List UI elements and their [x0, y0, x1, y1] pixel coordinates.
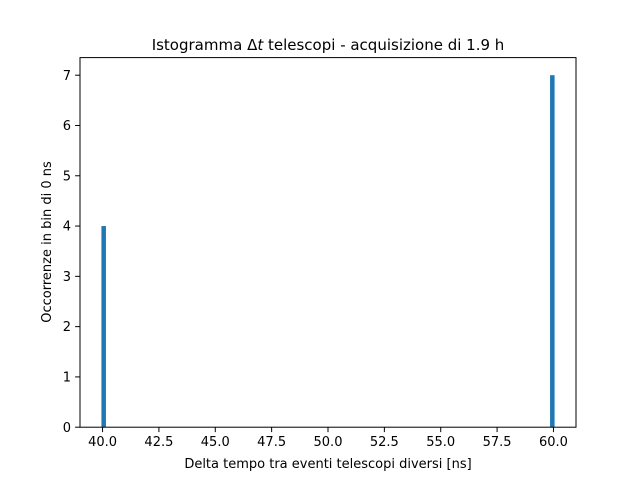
x-axis-label: Delta tempo tra eventi telescopi diversi… [184, 457, 471, 472]
x-tick-label: 47.5 [257, 435, 286, 450]
bars-group [101, 75, 555, 428]
x-tick-label: 45.0 [201, 435, 230, 450]
y-axis-label: Occorrenze in bin di 0 ns [40, 161, 55, 323]
x-tick-label: 57.5 [483, 435, 512, 450]
y-tick-label: 0 [63, 421, 71, 436]
x-tick-label: 52.5 [370, 435, 399, 450]
y-axis-ticks: 0 1 2 3 4 5 6 7 [63, 69, 80, 436]
bar-0 [101, 226, 106, 428]
y-tick-label: 3 [63, 270, 71, 285]
x-axis-ticks: 40.0 42.5 45.0 47.5 50.0 52.5 55.0 57.5 60.0 [88, 427, 568, 450]
chart-title: Istogramma Δt telescopi - acquisizione d… [152, 36, 505, 54]
x-tick-label: 40.0 [88, 435, 117, 450]
x-tick-label: 55.0 [426, 435, 455, 450]
y-tick-label: 5 [63, 169, 71, 184]
y-tick-label: 4 [63, 220, 71, 235]
y-tick-label: 1 [63, 371, 71, 386]
x-tick-label: 60.0 [539, 435, 568, 450]
x-tick-label: 50.0 [314, 435, 343, 450]
plot-frame [79, 57, 577, 428]
y-tick-label: 7 [63, 69, 71, 84]
y-tick-label: 6 [63, 119, 71, 134]
bar-1 [550, 75, 555, 428]
x-tick-label: 42.5 [144, 435, 173, 450]
y-tick-label: 2 [63, 320, 71, 335]
